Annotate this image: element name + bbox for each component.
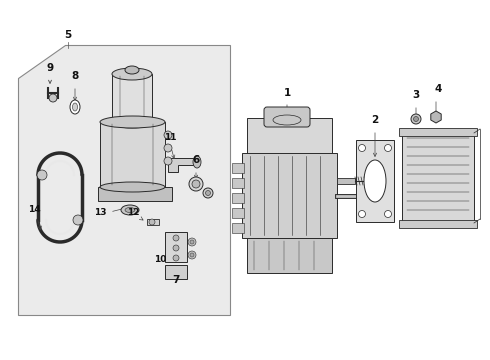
Ellipse shape <box>73 103 77 111</box>
Bar <box>337 178 355 184</box>
Circle shape <box>73 215 83 225</box>
Bar <box>232 223 244 233</box>
Circle shape <box>164 144 172 152</box>
Ellipse shape <box>100 116 165 128</box>
Text: 5: 5 <box>64 30 72 40</box>
Bar <box>98 187 172 201</box>
Text: 11: 11 <box>164 133 176 142</box>
Bar <box>232 178 244 188</box>
Ellipse shape <box>121 205 139 215</box>
Bar <box>247 238 332 273</box>
Circle shape <box>173 245 179 251</box>
Circle shape <box>189 177 203 191</box>
Bar <box>165 232 187 262</box>
Ellipse shape <box>112 118 152 128</box>
Polygon shape <box>18 45 230 315</box>
Bar <box>242 153 337 238</box>
Text: 12: 12 <box>127 208 139 217</box>
Bar <box>402 133 474 223</box>
Circle shape <box>37 170 47 180</box>
Text: 6: 6 <box>193 155 199 165</box>
Circle shape <box>49 94 57 102</box>
Ellipse shape <box>125 207 135 212</box>
Circle shape <box>190 253 194 257</box>
Text: 3: 3 <box>413 90 419 100</box>
Bar <box>112 74 152 123</box>
Bar <box>399 220 477 228</box>
Polygon shape <box>168 158 195 172</box>
Bar <box>356 140 394 222</box>
Text: 7: 7 <box>172 275 180 285</box>
Polygon shape <box>431 111 441 123</box>
Ellipse shape <box>367 176 375 186</box>
Bar <box>399 128 477 136</box>
Ellipse shape <box>100 182 165 192</box>
Circle shape <box>192 180 200 188</box>
Bar <box>247 118 332 156</box>
Circle shape <box>359 211 366 217</box>
Ellipse shape <box>112 68 152 80</box>
Text: 2: 2 <box>371 115 379 125</box>
Circle shape <box>414 117 418 122</box>
Circle shape <box>359 144 366 152</box>
Bar <box>232 193 244 203</box>
Text: 4: 4 <box>434 84 441 94</box>
Circle shape <box>203 188 213 198</box>
Text: 13: 13 <box>94 208 106 217</box>
Text: 10: 10 <box>154 255 166 264</box>
Circle shape <box>173 235 179 241</box>
Text: 8: 8 <box>72 71 78 81</box>
Circle shape <box>190 240 194 244</box>
Circle shape <box>385 144 392 152</box>
Circle shape <box>149 219 155 225</box>
Text: 14: 14 <box>28 205 40 214</box>
Circle shape <box>173 255 179 261</box>
Ellipse shape <box>364 160 386 202</box>
Ellipse shape <box>125 66 139 74</box>
Ellipse shape <box>193 156 201 168</box>
FancyBboxPatch shape <box>264 107 310 127</box>
Circle shape <box>164 131 172 139</box>
Text: 9: 9 <box>47 63 53 73</box>
Bar <box>232 163 244 173</box>
Bar <box>165 265 187 279</box>
Ellipse shape <box>70 100 80 114</box>
Circle shape <box>205 190 211 195</box>
Text: 1: 1 <box>283 88 291 98</box>
Circle shape <box>164 157 172 165</box>
Circle shape <box>188 238 196 246</box>
Circle shape <box>188 251 196 259</box>
Bar <box>100 122 165 187</box>
Circle shape <box>411 114 421 124</box>
Circle shape <box>385 211 392 217</box>
Bar <box>147 219 159 225</box>
Bar <box>232 208 244 218</box>
